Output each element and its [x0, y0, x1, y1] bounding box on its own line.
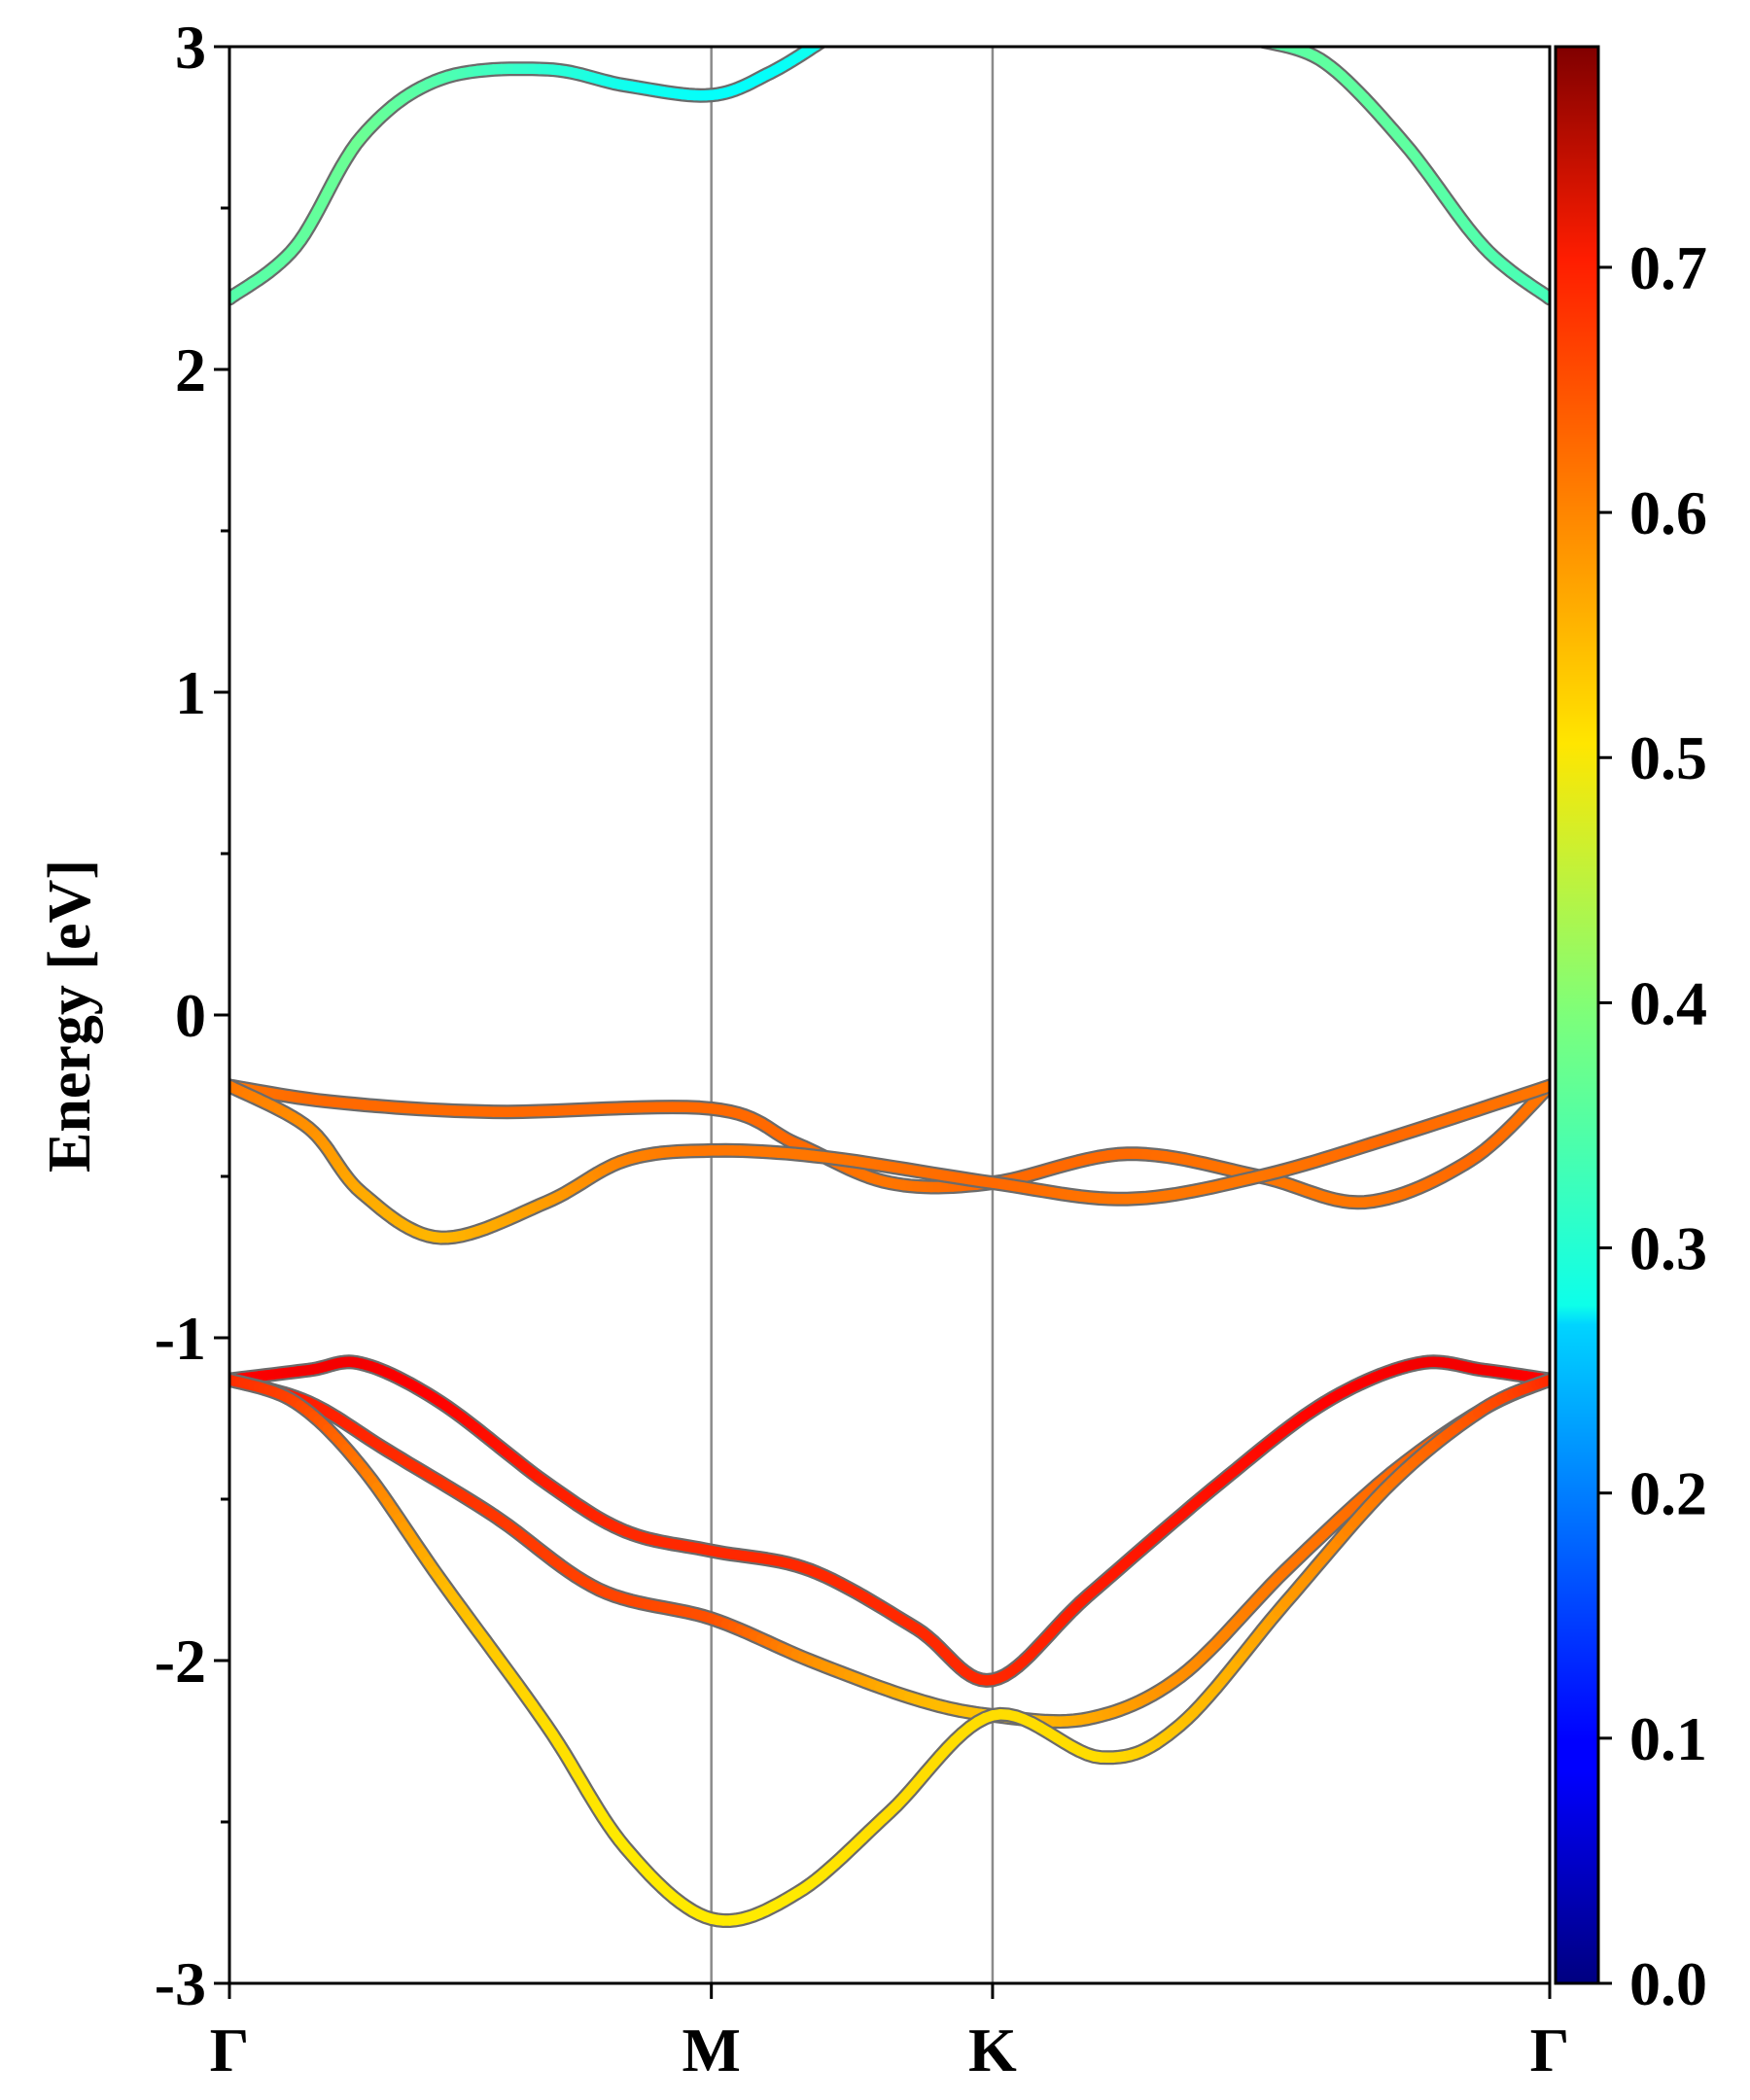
colorbar-tick-label: 0.0	[1629, 1949, 1707, 2018]
band-segment	[1259, 40, 1262, 41]
band-4	[229, 1078, 1550, 1245]
band-outline	[1255, 47, 1550, 306]
band-segment	[811, 47, 823, 51]
band-segment	[1266, 47, 1278, 49]
band-segment	[1264, 47, 1273, 48]
band-segment	[822, 40, 823, 41]
band-segment	[1264, 47, 1267, 48]
band-outline	[229, 1372, 1550, 1928]
colorbar-tick-label: 0.2	[1629, 1459, 1707, 1528]
colorbar-tick-label: 0.4	[1629, 968, 1707, 1037]
colorbar-tick-label: 0.1	[1629, 1704, 1707, 1773]
y-tick-label: -3	[155, 1949, 206, 2018]
colorbar	[1554, 45, 1600, 1985]
colorbar-tick-label: 0.7	[1629, 233, 1707, 302]
band-layer	[229, 40, 1550, 1928]
band-outline	[229, 47, 827, 306]
band-segment	[1269, 47, 1282, 50]
y-tick-label: 2	[175, 335, 206, 404]
colorbar-tick-label: 0.5	[1629, 723, 1707, 792]
band-1	[229, 40, 827, 306]
grid-layer	[710, 47, 995, 1983]
band-7	[229, 1372, 1550, 1928]
x-tick-label: M	[682, 2015, 740, 2084]
band-segment	[1273, 47, 1287, 51]
y-axis-title: Energy [eV]	[37, 859, 103, 1172]
x-tick-label: K	[968, 2015, 1017, 2084]
colorbar-tick-label: 0.6	[1629, 478, 1707, 547]
y-tick-label: -2	[155, 1627, 206, 1696]
colorbar-axis: 0.0 0.1 0.2 0.3 0.4 0.5 0.6 0.7	[1598, 233, 1707, 2018]
y-tick-label: -1	[155, 1304, 206, 1373]
band-5	[229, 1354, 1550, 1688]
band-segment	[815, 47, 823, 49]
x-tick-label: Γ	[210, 2015, 250, 2084]
colorbar-tick-label: 0.3	[1629, 1214, 1707, 1283]
y-tick-label: 1	[175, 658, 206, 727]
y-tick-label: 3	[175, 13, 206, 82]
x-tick-label: Γ	[1530, 2015, 1570, 2084]
y-tick-label: 0	[175, 981, 206, 1050]
band-2	[1255, 40, 1550, 306]
